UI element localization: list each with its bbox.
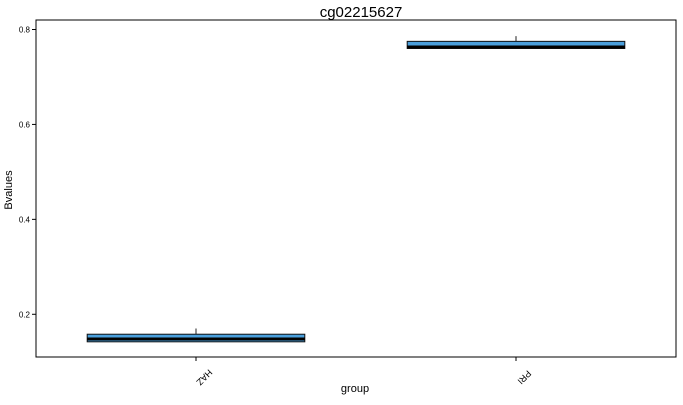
x-axis-label: group: [341, 383, 369, 395]
y-tick-label: 0.2: [19, 310, 31, 319]
y-tick-label: 0.6: [19, 120, 31, 129]
y-axis-label: Bvalues: [3, 170, 15, 210]
x-tick-label: HAZ: [194, 367, 214, 387]
y-tick-label: 0.4: [19, 215, 31, 224]
box-series: [86, 36, 626, 343]
x-tick-label: PRI: [516, 369, 534, 387]
y-tick-label: 0.8: [19, 25, 31, 34]
y-axis: 0.2 0.4 0.6 0.8: [19, 25, 36, 319]
plot-panel: [35, 19, 677, 358]
chart-title: cg02215627: [320, 4, 403, 21]
